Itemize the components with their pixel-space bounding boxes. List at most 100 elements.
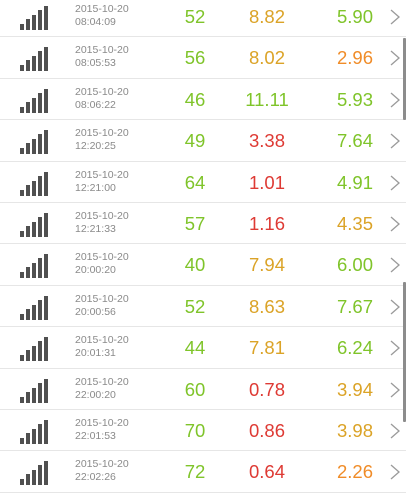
record-date: 2015-10-20 (75, 3, 129, 15)
value-1: 72 (184, 461, 206, 483)
list-item[interactable]: 2015-10-20 22:00:20 60 0.78 3.94 (0, 369, 406, 410)
chevron-right-icon[interactable] (388, 422, 402, 440)
value-2: 3.38 (248, 130, 285, 152)
record-time: 20:01:31 (75, 347, 116, 360)
list-item[interactable]: 2015-10-20 12:20:25 49 3.38 7.64 (0, 120, 406, 162)
list-item[interactable]: 2015-10-20 20:00:56 52 8.63 7.67 (0, 286, 406, 328)
chevron-right-icon[interactable] (388, 174, 402, 192)
chevron-right-icon[interactable] (388, 91, 402, 109)
list-item[interactable]: 2015-10-20 20:00:20 40 7.94 6.00 (0, 244, 406, 286)
list-item[interactable]: 2015-10-20 08:06:22 46 11.11 5.93 (0, 79, 406, 121)
scrollbar-top[interactable] (403, 38, 406, 120)
list-item[interactable]: 2015-10-20 22:01:53 70 0.86 3.98 (0, 410, 406, 452)
value-2: 7.81 (248, 337, 285, 359)
record-date: 2015-10-20 (75, 85, 129, 98)
signal-strength-icon (20, 378, 52, 403)
record-date: 2015-10-20 (75, 375, 129, 388)
value-3: 5.93 (336, 88, 373, 110)
timestamp: 2015-10-20 08:06:22 (75, 86, 129, 112)
value-3: 3.98 (336, 419, 373, 441)
record-date: 2015-10-20 (75, 127, 129, 140)
value-2: 8.02 (248, 47, 285, 69)
scrollbar-bottom[interactable] (403, 282, 406, 422)
chevron-right-icon[interactable] (388, 339, 402, 357)
list-item[interactable]: 2015-10-20 20:01:31 44 7.81 6.24 (0, 327, 406, 369)
value-3: 5.90 (336, 6, 373, 27)
value-2: 7.94 (248, 254, 285, 276)
value-1: 70 (184, 419, 206, 441)
signal-strength-icon (20, 254, 52, 279)
signal-strength-icon (20, 419, 52, 444)
record-time: 12:21:00 (75, 181, 116, 194)
signal-strength-icon (20, 6, 52, 30)
value-1: 46 (184, 88, 206, 110)
record-date: 2015-10-20 (75, 458, 129, 471)
record-time: 12:21:33 (75, 222, 116, 235)
value-3: 7.67 (336, 295, 373, 317)
record-time: 08:06:22 (75, 98, 116, 111)
value-2: 0.64 (248, 461, 285, 483)
timestamp: 2015-10-20 12:21:00 (75, 169, 129, 195)
list-item[interactable]: 2015-10-20 12:21:33 57 1.16 4.35 (0, 203, 406, 245)
value-1: 64 (184, 171, 206, 193)
record-date: 2015-10-20 (75, 251, 129, 264)
signal-strength-icon (20, 212, 52, 237)
value-2: 11.11 (245, 88, 289, 110)
timestamp: 2015-10-20 22:02:26 (75, 458, 129, 484)
record-time: 20:00:56 (75, 305, 116, 318)
timestamp: 2015-10-20 08:05:53 (75, 44, 129, 70)
value-1: 52 (184, 295, 206, 317)
value-1: 44 (184, 337, 206, 359)
chevron-right-icon[interactable] (388, 381, 402, 399)
list-item[interactable]: 2015-10-20 08:05:53 56 8.02 2.96 (0, 37, 406, 79)
list-item[interactable]: 2015-10-20 08:04:09 52 8.82 5.90 (0, 0, 406, 38)
value-3: 6.00 (336, 254, 373, 276)
record-date: 2015-10-20 (75, 168, 129, 181)
value-3: 4.91 (336, 171, 373, 193)
value-2: 1.01 (248, 171, 285, 193)
record-time: 08:04:09 (75, 16, 116, 28)
signal-strength-icon (20, 171, 52, 196)
timestamp: 2015-10-20 12:21:33 (75, 210, 129, 236)
signal-strength-icon (20, 337, 52, 362)
record-time: 22:00:20 (75, 388, 116, 401)
chevron-right-icon[interactable] (388, 256, 402, 274)
signal-strength-icon (20, 130, 52, 155)
chevron-right-icon[interactable] (388, 8, 402, 26)
timestamp: 2015-10-20 20:01:31 (75, 334, 129, 360)
signal-strength-icon (20, 461, 52, 486)
chevron-right-icon[interactable] (388, 215, 402, 233)
signal-strength-icon (20, 47, 52, 72)
timestamp: 2015-10-20 08:04:09 (75, 3, 129, 29)
record-time: 22:02:26 (75, 471, 116, 484)
value-1: 60 (184, 378, 206, 400)
timestamp: 2015-10-20 12:20:25 (75, 127, 129, 153)
value-3: 4.35 (336, 212, 373, 234)
record-date: 2015-10-20 (75, 44, 129, 57)
value-1: 52 (184, 6, 206, 27)
chevron-right-icon[interactable] (388, 463, 402, 481)
chevron-right-icon[interactable] (388, 298, 402, 316)
record-time: 08:05:53 (75, 57, 116, 70)
list-item[interactable]: 2015-10-20 22:02:26 72 0.64 2.26 (0, 451, 406, 493)
value-3: 2.96 (336, 47, 373, 69)
record-time: 12:20:25 (75, 140, 116, 153)
value-2: 8.82 (248, 6, 285, 27)
value-1: 56 (184, 47, 206, 69)
value-2: 1.16 (248, 212, 285, 234)
value-3: 7.64 (336, 130, 373, 152)
record-time: 22:01:53 (75, 429, 116, 442)
record-date: 2015-10-20 (75, 416, 129, 429)
chevron-right-icon[interactable] (388, 49, 402, 67)
signal-strength-icon (20, 295, 52, 320)
list-item[interactable]: 2015-10-20 12:21:00 64 1.01 4.91 (0, 162, 406, 203)
timestamp: 2015-10-20 22:01:53 (75, 417, 129, 443)
value-2: 0.86 (248, 419, 285, 441)
chevron-right-icon[interactable] (388, 132, 402, 150)
value-2: 8.63 (248, 295, 285, 317)
record-date: 2015-10-20 (75, 292, 129, 305)
value-1: 57 (184, 212, 206, 234)
value-3: 2.26 (336, 461, 373, 483)
value-3: 6.24 (336, 337, 373, 359)
